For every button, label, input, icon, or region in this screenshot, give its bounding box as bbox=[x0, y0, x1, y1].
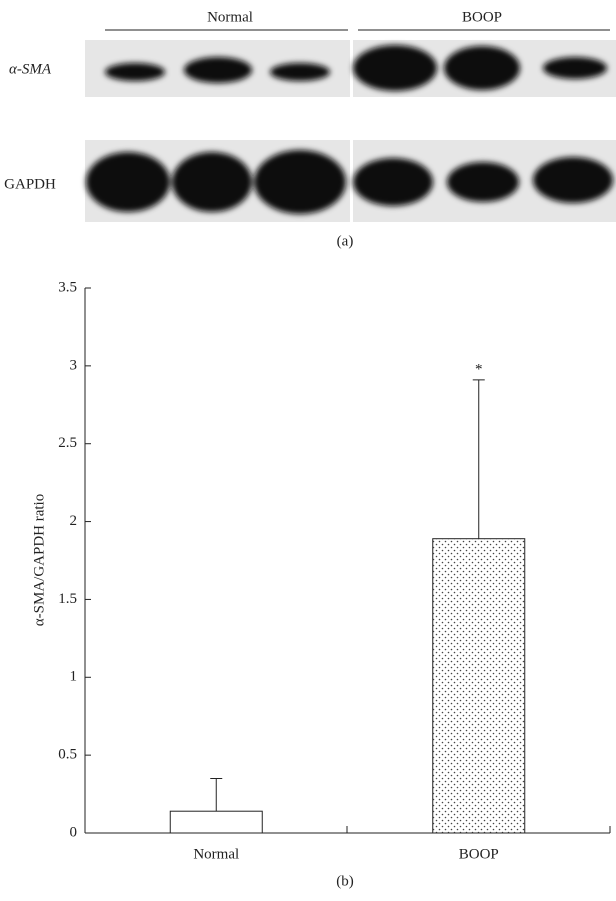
caption: (a) bbox=[337, 233, 354, 249]
row-label: α-SMA bbox=[9, 61, 52, 77]
y-tick-label: 1 bbox=[70, 669, 78, 685]
caption: (b) bbox=[336, 873, 354, 889]
y-tick-label: 2.5 bbox=[58, 435, 77, 451]
group-label: Normal bbox=[207, 9, 253, 25]
annotation: * bbox=[475, 361, 483, 377]
y-tick-label: 2 bbox=[70, 513, 78, 529]
y-tick-label: 0 bbox=[70, 824, 78, 840]
y-tick-label: 3 bbox=[70, 357, 78, 373]
row-label: GAPDH bbox=[4, 176, 56, 192]
figure: Normal BOOP α-SMA GAPDH (a) α-SMA/GAPDH … bbox=[0, 0, 616, 901]
group-label: BOOP bbox=[462, 9, 502, 25]
x-tick-label: BOOP bbox=[459, 846, 499, 862]
y-tick-label: 0.5 bbox=[58, 747, 77, 763]
y-tick-label: 3.5 bbox=[58, 279, 77, 295]
y-tick-label: 1.5 bbox=[58, 591, 77, 607]
blot: Normal BOOP α-SMA GAPDH (a) bbox=[4, 9, 616, 249]
x-tick-label: Normal bbox=[193, 846, 239, 862]
bar bbox=[433, 539, 525, 833]
bar bbox=[170, 811, 262, 833]
y-axis-label: α-SMA/GAPDH ratio bbox=[31, 494, 47, 626]
